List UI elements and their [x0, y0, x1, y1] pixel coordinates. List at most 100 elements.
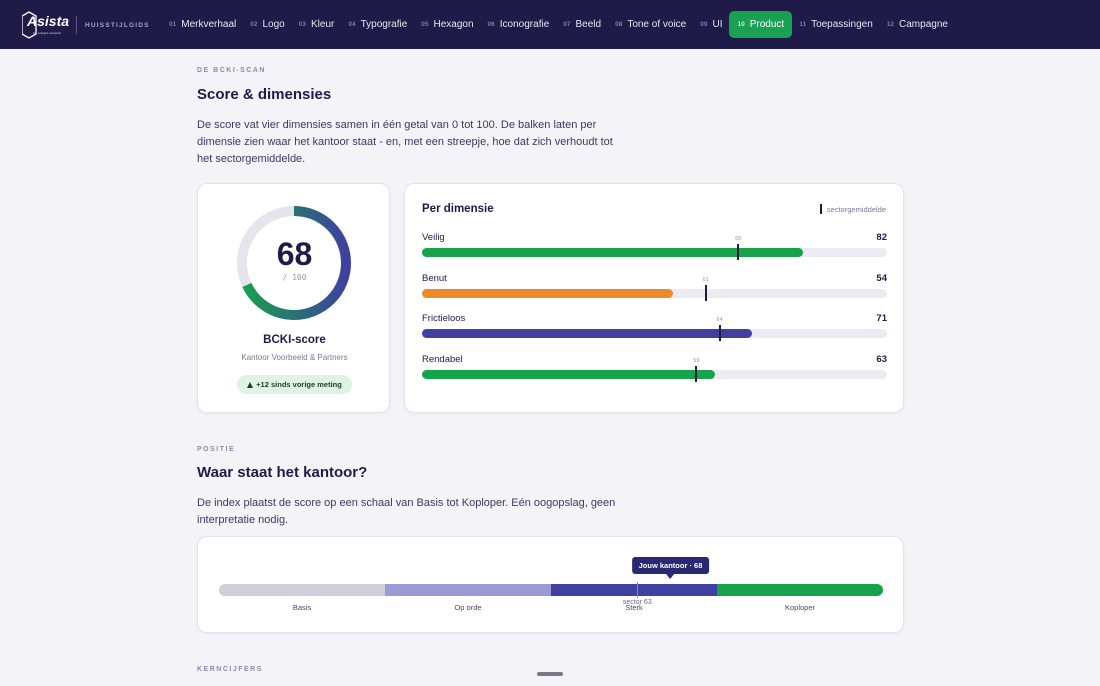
score-title: BCKI-score: [263, 334, 326, 346]
scale-segment-label: Basis: [292, 603, 312, 612]
scale-segment-koploper: [717, 584, 883, 596]
dimension-value: 71: [876, 313, 887, 324]
logo-tagline: De veiligste werkplek: [33, 31, 62, 35]
nav-item-label: Campagne: [899, 19, 948, 30]
position-title: Waar staat het kantoor?: [197, 464, 368, 481]
nav-item-label: Logo: [262, 19, 285, 30]
sector-average-label: 59: [693, 357, 700, 364]
logo-text: Asista: [27, 13, 70, 29]
dimension-value: 82: [876, 232, 887, 243]
dimension-label: Veilig: [422, 232, 445, 243]
nav-item-label: Merkverhaal: [181, 19, 237, 30]
dimension-value: 54: [876, 272, 887, 284]
sector-average-label: 64: [716, 317, 723, 323]
dimension-row-benut: Benut 54 61: [422, 273, 887, 309]
nav-item-number: 02: [250, 21, 258, 28]
score-max: / 100: [282, 273, 307, 282]
section-title: Score & dimensies: [197, 86, 332, 103]
sector-average-label: 68: [735, 236, 742, 242]
office-position-tooltip: Jouw kantoor · 68: [631, 557, 710, 579]
scale-segment-basis: [219, 584, 385, 596]
nav-item-number: 03: [298, 21, 306, 28]
nav-item-label: Iconografie: [499, 19, 550, 30]
score-subtitle: Kantoor Voorbeeld & Partners: [241, 353, 348, 362]
nav-item-number: 12: [886, 21, 895, 28]
dimension-bar: [422, 248, 804, 257]
tooltip-arrow: [666, 574, 675, 579]
nav-item-label: UI: [712, 19, 723, 30]
dimension-row-veilig: Veilig 82 68: [422, 232, 887, 268]
dimension-label: Benut: [422, 272, 447, 284]
sector-average-marker: [737, 244, 740, 260]
nav-item-label: Typografie: [360, 19, 408, 30]
dimension-bar: [422, 288, 674, 298]
section-description: De score vat vier dimensies samen in één…: [197, 119, 613, 165]
sector-average-marker: [704, 284, 707, 301]
dimension-bar: [422, 329, 753, 338]
position-eyebrow: POSITIE: [197, 446, 236, 453]
dimensions-title: Per dimensie: [422, 203, 494, 215]
nav-item-label: Kleur: [310, 19, 335, 30]
nav-item-number: 06: [487, 21, 495, 28]
nav-item-number: 09: [700, 21, 708, 28]
nav-item-number: 08: [615, 21, 623, 28]
score-gauge: [237, 206, 351, 320]
nav-item-number: 04: [348, 21, 356, 28]
nav-item-label: Toepassingen: [811, 19, 873, 30]
sector-average-marker: [695, 365, 698, 382]
scale-segment-label: Koploper: [784, 603, 816, 612]
position-card: Basis Op orde Sterk Koploper sector 63 Jouw k…: [197, 536, 904, 633]
score-change-badge: +12 sinds vorige meting: [237, 375, 352, 394]
nav-item-merkverhaal[interactable]: 01 Merkverhaal: [162, 11, 243, 38]
scale-segment-label: Op orde: [454, 603, 482, 612]
position-scale: [219, 584, 883, 596]
top-navigation: Asista De veiligste werkplek HUISSTIJLGI…: [0, 0, 1100, 49]
scale-segment-sterk: [551, 584, 717, 596]
nav-item-label: Product: [749, 19, 785, 30]
nav-item-beeld[interactable]: 07 Beeld: [556, 11, 608, 38]
dimension-bar: [422, 369, 715, 379]
dimension-track: 64: [422, 317, 887, 341]
logo-subtitle: HUISSTIJLGIDS: [85, 21, 150, 29]
nav-item-hexagon[interactable]: 05 Hexagon: [414, 11, 480, 38]
dimension-row-rendabel: Rendabel 63 59: [422, 354, 887, 390]
logo[interactable]: Asista De veiligste werkplek HUISSTIJLGI…: [21, 10, 150, 40]
scroll-handle[interactable]: [537, 672, 563, 676]
legend-marker-icon: [819, 204, 822, 214]
nav-item-number: 10: [737, 21, 745, 28]
position-description: De index plaatst de score op een schaal …: [197, 497, 616, 526]
nav-item-kleur[interactable]: 03 Kleur: [292, 11, 342, 38]
nav-item-logo[interactable]: 02 Logo: [243, 11, 291, 38]
sector-average-label: 61: [702, 276, 709, 283]
badge-text: +12 sinds vorige meting: [256, 380, 342, 389]
office-position-label: Jouw kantoor · 68: [638, 561, 703, 570]
scale-segment-op-orde: [385, 584, 551, 596]
sector-marker-label: sector 63: [622, 599, 652, 606]
nav-item-number: 01: [169, 21, 177, 28]
nav-item-campagne[interactable]: 12 Campagne: [880, 11, 955, 38]
nav-item-tone-of-voice[interactable]: 08 Tone of voice: [608, 11, 693, 38]
nav-item-ui[interactable]: 09 UI: [693, 11, 729, 38]
nav-item-iconografie[interactable]: 06 Iconografie: [481, 11, 557, 38]
logo-divider: [76, 16, 77, 34]
sector-average-marker: [718, 325, 721, 341]
score-value: 68: [276, 236, 313, 272]
nav-item-number: 11: [799, 21, 807, 28]
nav-item-number: 07: [563, 21, 571, 28]
nav-item-typografie[interactable]: 04 Typografie: [341, 11, 414, 38]
legend-label: sectorgemiddelde: [826, 204, 886, 214]
section-eyebrow: DE BCKI-SCAN: [197, 67, 266, 74]
nav-item-product[interactable]: 10 Product: [729, 11, 793, 38]
arrow-up-icon: [247, 381, 254, 388]
scale-segment-label: Sterk: [625, 603, 643, 612]
dimension-row-frictieloos: Frictieloos 71 64: [422, 313, 887, 349]
nav-item-toepassingen[interactable]: 11 Toepassingen: [792, 11, 880, 38]
gauge-arc: [237, 206, 351, 320]
nav-item-label: Beeld: [575, 19, 602, 30]
dimension-label: Rendabel: [422, 353, 463, 365]
dimension-value: 63: [876, 353, 887, 365]
asista-logo: Asista De veiligste werkplek: [21, 11, 70, 39]
dimension-label: Frictieloos: [422, 313, 466, 324]
dimension-track: 68: [422, 236, 887, 260]
dimension-track: 59: [422, 358, 887, 382]
